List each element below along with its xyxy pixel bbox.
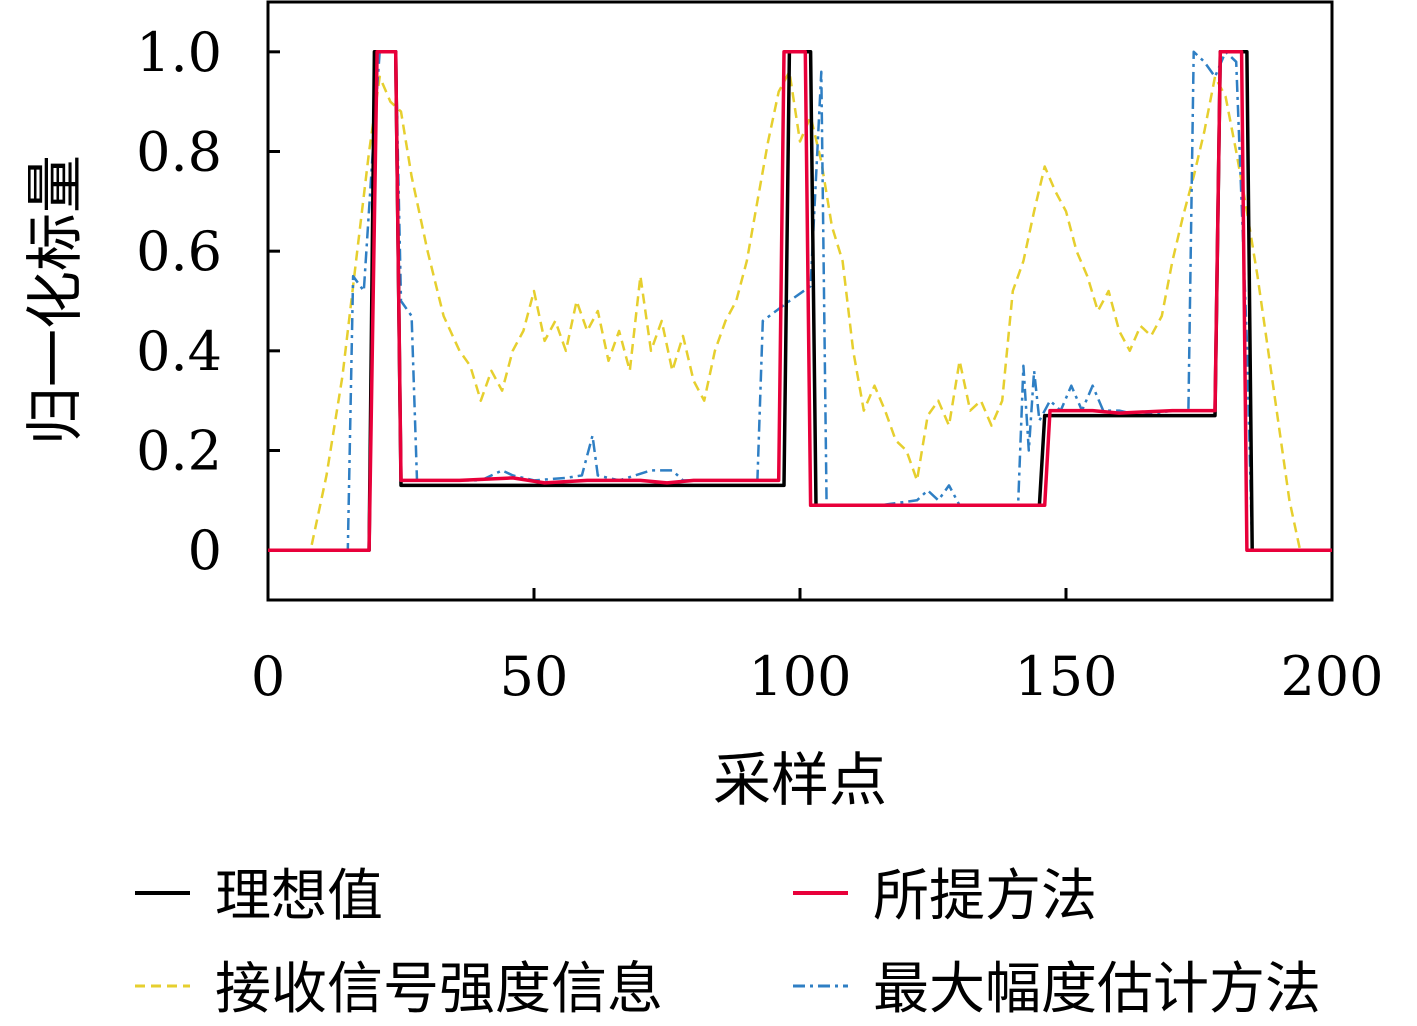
y-axis-label: 归一化标量: [21, 155, 89, 445]
legend-label: 接收信号强度信息: [215, 957, 663, 1022]
x-axis-label: 采样点: [713, 746, 887, 814]
y-tick-label: 1.0: [136, 21, 222, 84]
x-tick-label: 100: [748, 645, 851, 708]
y-tick-label: 0.4: [136, 320, 222, 383]
x-tick-label: 0: [251, 645, 285, 708]
series-line-0: [268, 50, 1332, 552]
series-line-2: [268, 70, 1332, 552]
y-tick-label: 0.2: [136, 420, 222, 483]
y-tick-label: 0: [188, 519, 222, 582]
legend-label: 最大幅度估计方法: [873, 957, 1321, 1022]
series-line-3: [268, 50, 1332, 552]
series-line-1: [268, 50, 1332, 552]
y-tick-label: 0.8: [136, 121, 222, 184]
plot-area-frame: [266, 0, 1334, 602]
y-tick-label: 0.6: [136, 220, 222, 283]
legend-label: 所提方法: [873, 864, 1097, 929]
x-tick-label: 200: [1280, 645, 1383, 708]
x-tick-label: 50: [500, 645, 569, 708]
x-tick-label: 150: [1014, 645, 1117, 708]
legend-label: 理想值: [215, 864, 383, 929]
